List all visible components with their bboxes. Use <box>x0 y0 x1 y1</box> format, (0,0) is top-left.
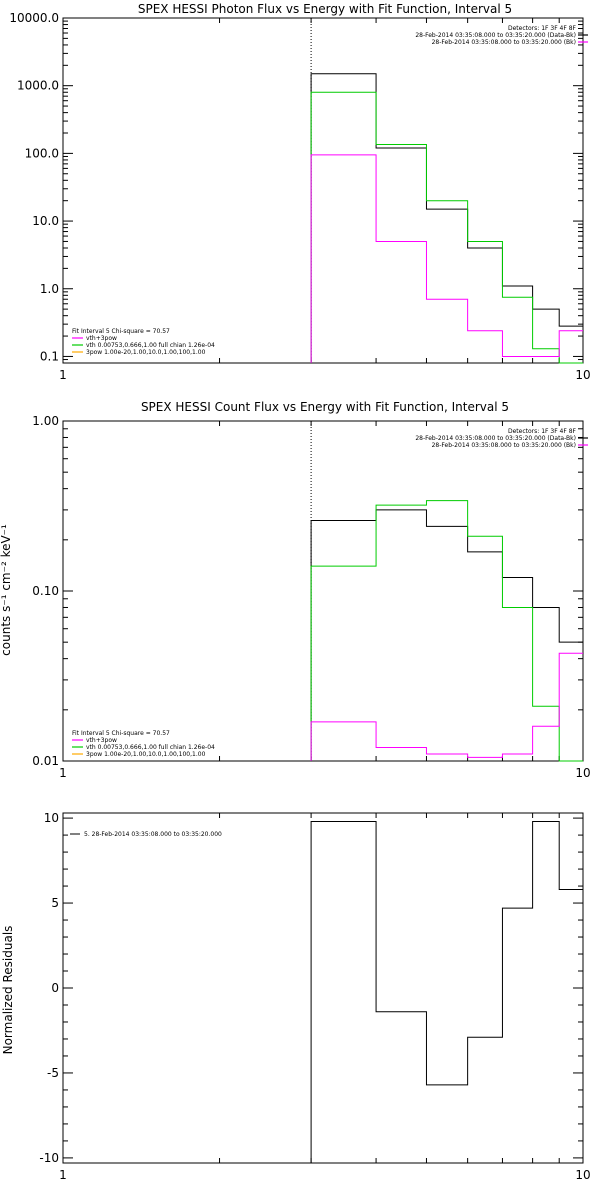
count-fit-legend: Fit Interval 5 Chi-square = 70.57 vth+3p… <box>72 730 215 758</box>
y-tick-label: 10000.0 <box>9 11 59 25</box>
series-step-line <box>310 820 583 1163</box>
photon-header: Detectors: 1F 3F 4F 8F 28-Feb-2014 03:35… <box>415 25 576 46</box>
series-step-line <box>310 91 583 364</box>
photon-fit-legend: Fit Interval 5 Chi-square = 70.57 vth+3p… <box>72 328 215 356</box>
y-tick-label: 10.0 <box>32 214 59 228</box>
y-tick-label: 0.10 <box>32 584 59 598</box>
count-plot-frame <box>62 420 584 762</box>
y-tick-label: 1.00 <box>32 414 59 428</box>
y-tick-label: 0.01 <box>32 754 59 768</box>
count-header: Detectors: 1F 3F 4F 8F 28-Feb-2014 03:35… <box>415 428 576 449</box>
residuals-plot-frame <box>62 812 584 1164</box>
photon-flux-title: SPEX HESSI Photon Flux vs Energy with Fi… <box>138 2 512 16</box>
photon-header-detectors: Detectors: 1F 3F 4F 8F <box>508 25 577 32</box>
y-tick-label: -5 <box>47 1066 59 1080</box>
series-step-line <box>310 154 583 363</box>
count-header-detectors: Detectors: 1F 3F 4F 8F <box>508 428 577 435</box>
photon-fit-model: vth+3pow <box>86 335 117 342</box>
y-tick-label: -10 <box>39 1151 59 1165</box>
photon-fit-3pow: 3pow 1.00e-20,1.00,10.0,1.00,100,1.00 <box>86 349 206 356</box>
y-tick-label: 1000.0 <box>17 79 59 93</box>
count-flux-panel: SPEX HESSI Count Flux vs Energy with Fit… <box>0 400 591 780</box>
series-step-line <box>310 73 583 363</box>
series-step-line <box>310 509 583 761</box>
x-tick-label: 10 <box>575 766 590 780</box>
count-flux-title: SPEX HESSI Count Flux vs Energy with Fit… <box>141 400 509 414</box>
residuals-y-axis-label: Normalized Residuals <box>1 926 15 1055</box>
count-header-databk: 28-Feb-2014 03:35:08.000 to 03:35:20.000… <box>415 435 576 442</box>
y-tick-label: 1.0 <box>40 282 59 296</box>
count-fit-3pow: 3pow 1.00e-20,1.00,10.0,1.00,100,1.00 <box>86 751 206 758</box>
x-tick-label: 1 <box>59 368 67 382</box>
y-tick-label: 100.0 <box>25 146 59 160</box>
y-tick-label: 10 <box>44 811 59 825</box>
x-tick-label: 10 <box>575 368 590 382</box>
count-y-axis-label: counts s⁻¹ cm⁻² keV⁻¹ <box>0 524 13 656</box>
x-tick-label: 10 <box>575 1168 590 1182</box>
count-fit-model: vth+3pow <box>86 737 117 744</box>
count-header-bk: 28-Feb-2014 03:35:08.000 to 03:35:20.000… <box>432 442 576 449</box>
y-tick-label: 0.1 <box>40 349 59 363</box>
y-tick-label: 0 <box>51 981 59 995</box>
count-fit-chisq: Fit Interval 5 Chi-square = 70.57 <box>72 730 170 737</box>
photon-fit-vth: vth 0.00753,0.666,1.00 full chian 1.26e-… <box>86 342 215 349</box>
series-step-line <box>310 652 583 761</box>
y-tick-label: 5 <box>51 896 59 910</box>
photon-flux-panel: SPEX HESSI Photon Flux vs Energy with Fi… <box>9 2 590 382</box>
x-tick-label: 1 <box>59 766 67 780</box>
x-tick-label: 1 <box>59 1168 67 1182</box>
photon-header-databk: 28-Feb-2014 03:35:08.000 to 03:35:20.000… <box>415 32 576 39</box>
residuals-panel: Normalized Residuals 5. 28-Feb-2014 03:3… <box>1 811 591 1182</box>
photon-header-bk: 28-Feb-2014 03:35:08.000 to 03:35:20.000… <box>432 39 576 46</box>
photon-fit-chisq: Fit Interval 5 Chi-square = 70.57 <box>72 328 170 335</box>
series-step-line <box>310 500 583 762</box>
count-fit-vth: vth 0.00753,0.666,1.00 full chian 1.26e-… <box>86 744 215 751</box>
residuals-legend-label: 5. 28-Feb-2014 03:35:08.000 to 03:35:20.… <box>84 831 222 838</box>
photon-plot-frame <box>62 17 584 364</box>
